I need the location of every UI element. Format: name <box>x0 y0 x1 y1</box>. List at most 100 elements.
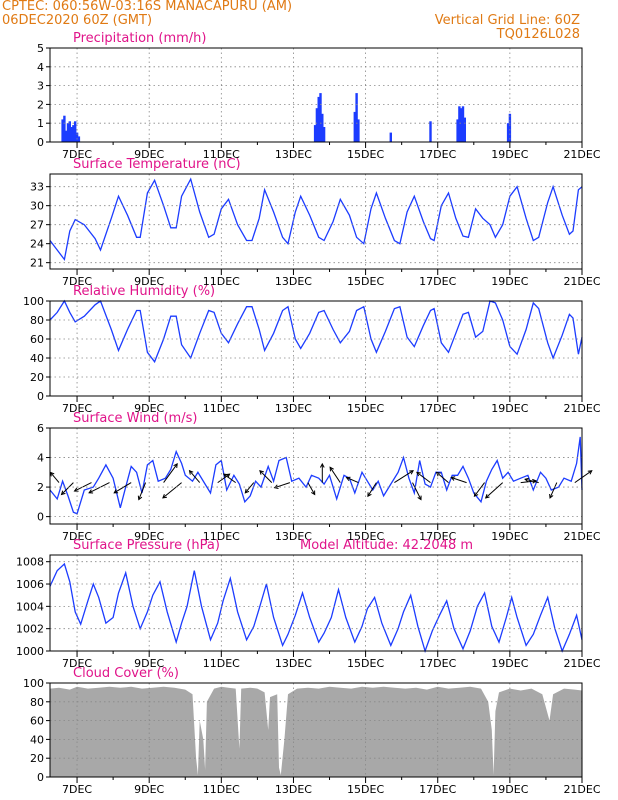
wind-arrow-head <box>173 463 178 468</box>
cloud-cover-xtick-label: 21DEC <box>563 783 600 796</box>
precipitation-bar <box>321 113 324 142</box>
temperature-ytick-label: 24 <box>30 238 44 251</box>
wind-panel: Surface Wind (m/s) 0 2 4 6 7DEC 9DEC 11DEC 13DEC… <box>37 411 601 543</box>
precipitation-bar <box>74 121 77 142</box>
humidity-xtick-label: 13DEC <box>275 402 312 415</box>
humidity-xtick-label: 11DEC <box>203 402 240 415</box>
precipitation-bar <box>72 125 75 142</box>
pressure-ytick-label: 1002 <box>16 623 44 636</box>
wind-arrow <box>524 478 539 484</box>
precipitation-xtick-label: 17DEC <box>419 148 456 161</box>
precipitation-bar <box>429 121 432 142</box>
cloud-cover-panel: Cloud Cover (%) 0 20 40 60 80 100 7DEC 9DEC 11DEC… <box>23 666 601 796</box>
wind-arrow <box>189 470 201 483</box>
wind-arrow-head <box>450 476 456 481</box>
precipitation-bar <box>68 121 71 142</box>
pressure-annotation: Model Altitude: 42.2048 m <box>300 538 473 553</box>
wind-arrow-head <box>473 492 479 498</box>
cloud-cover-xtick-label: 19DEC <box>491 783 528 796</box>
wind-arrow <box>88 482 110 494</box>
wind-arrow-head <box>222 473 228 478</box>
wind-arrow <box>549 482 558 499</box>
temperature-xtick-label: 7DEC <box>62 275 92 288</box>
precipitation-ytick-label: 5 <box>37 42 44 55</box>
precipitation-bar <box>460 108 463 142</box>
humidity-title: Relative Humidity (%) <box>73 284 215 299</box>
cloud-cover-ytick-label: 40 <box>30 733 44 746</box>
wind-ytick-label: 4 <box>37 452 44 465</box>
precipitation-xtick-label: 15DEC <box>347 148 384 161</box>
header-grid-line-note: Vertical Grid Line: 60Z <box>434 13 580 28</box>
cloud-cover-ytick-label: 100 <box>23 677 44 690</box>
precipitation-bar <box>463 117 466 142</box>
pressure-ytick-label: 1004 <box>16 600 44 613</box>
temperature-ytick-label: 30 <box>30 200 44 213</box>
wind-arrow <box>394 470 414 484</box>
wind-arrow-head <box>587 470 593 475</box>
wind-arrow <box>50 472 60 483</box>
wind-frame <box>49 427 583 525</box>
precipitation-xtick-label: 21DEC <box>563 148 600 161</box>
wind-xtick-label: 7DEC <box>62 530 92 543</box>
wind-arrow-head <box>532 478 538 484</box>
wind-arrow-head <box>524 477 530 483</box>
wind-series-line <box>49 436 583 515</box>
temperature-ytick-label: 33 <box>30 181 44 194</box>
wind-arrow <box>217 473 230 484</box>
precipitation-bar <box>70 127 73 142</box>
precipitation-panel: Precipitation (mm/h) 0 1 2 3 4 5 7DEC 9DEC 11DEC 1… <box>37 31 601 161</box>
cloud-cover-ytick-label: 60 <box>30 715 44 728</box>
wind-arrow-head <box>244 488 250 494</box>
precipitation-bar <box>353 111 356 142</box>
humidity-ytick-label: 100 <box>23 295 44 308</box>
header-date-line: 06DEC2020 60Z (GMT) <box>2 13 153 28</box>
wind-arrow-head <box>417 495 422 501</box>
pressure-panel: Surface Pressure (hPa) Model Altitude: 42… <box>16 538 601 670</box>
temperature-xtick-label: 11DEC <box>203 275 240 288</box>
precipitation-bar <box>66 123 70 142</box>
wind-arrow <box>485 482 504 499</box>
precipitation-bar <box>315 108 319 142</box>
cloud-cover-xtick-label: 11DEC <box>203 783 240 796</box>
cloud-cover-title: Cloud Cover (%) <box>73 666 179 681</box>
pressure-ytick-label: 1008 <box>16 556 44 569</box>
wind-arrow-head <box>484 494 490 499</box>
wind-arrow <box>113 482 132 494</box>
wind-arrow <box>412 482 422 500</box>
wind-arrow <box>574 470 593 484</box>
wind-arrow <box>138 482 147 500</box>
humidity-ytick-label: 80 <box>30 314 44 327</box>
precipitation-bar <box>65 130 68 142</box>
wind-arrow-head <box>549 493 554 499</box>
precipitation-bar <box>357 119 360 142</box>
wind-ytick-label: 2 <box>37 481 44 494</box>
temperature-ytick-label: 21 <box>30 257 44 270</box>
pressure-ytick-label: 1006 <box>16 578 44 591</box>
temperature-frame <box>49 173 583 270</box>
precipitation-bar <box>75 132 79 142</box>
precipitation-ytick-label: 2 <box>37 98 44 111</box>
pressure-xtick-label: 19DEC <box>491 657 528 670</box>
wind-arrow <box>163 463 178 483</box>
wind-arrow-head <box>416 471 421 477</box>
humidity-xtick-label: 9DEC <box>134 402 164 415</box>
wind-arrow-head <box>367 492 372 498</box>
humidity-xtick-label: 15DEC <box>347 402 384 415</box>
wind-arrow <box>346 477 359 484</box>
wind-xtick-label: 13DEC <box>275 530 312 543</box>
precipitation-ytick-label: 3 <box>37 80 44 93</box>
wind-arrow-head <box>345 476 351 482</box>
precipitation-bar <box>317 96 320 142</box>
wind-ytick-label: 6 <box>37 422 44 435</box>
humidity-xtick-label: 19DEC <box>491 402 528 415</box>
precipitation-xtick-label: 7DEC <box>62 148 92 161</box>
precipitation-xtick-label: 11DEC <box>203 148 240 161</box>
wind-arrow <box>274 482 291 489</box>
cloud-cover-xtick-label: 9DEC <box>134 783 164 796</box>
humidity-xtick-label: 21DEC <box>563 402 600 415</box>
wind-arrow <box>223 473 236 484</box>
wind-arrow-head <box>113 489 119 494</box>
precipitation-xtick-label: 13DEC <box>275 148 312 161</box>
temperature-xtick-label: 21DEC <box>563 275 600 288</box>
